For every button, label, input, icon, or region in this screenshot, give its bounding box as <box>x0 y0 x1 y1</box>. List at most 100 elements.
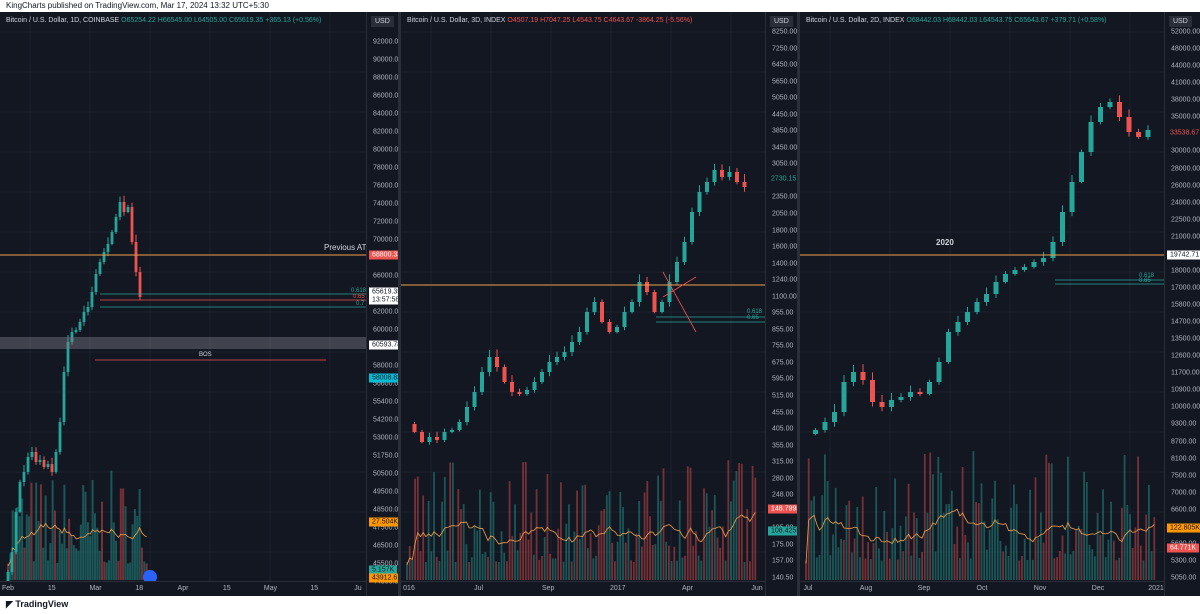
volume-bar <box>983 521 986 580</box>
panel-divider[interactable] <box>797 12 800 596</box>
volume-bar <box>1050 463 1053 580</box>
volume-bar <box>807 458 810 580</box>
volume-bar <box>840 539 842 580</box>
price-tick: 52000.00 <box>1171 28 1200 36</box>
candle-body <box>870 380 875 402</box>
price-tick: 248.00 <box>772 491 794 499</box>
candle-body <box>562 352 567 357</box>
candle-body <box>637 282 642 302</box>
price-tick: 157.00 <box>772 557 794 565</box>
volume-bar <box>611 542 614 580</box>
volume-bar <box>452 462 454 580</box>
price-tick: 78000.00 <box>373 164 398 172</box>
volume-bar <box>124 506 127 580</box>
low-value: L4543.75 <box>572 17 602 24</box>
volume-bar <box>727 460 730 580</box>
volume-bar <box>910 555 913 580</box>
volume-bar <box>65 548 68 580</box>
currency-label[interactable]: USD <box>770 16 793 27</box>
volume-bar <box>630 560 632 580</box>
volume-bar <box>1083 471 1085 580</box>
price-tick: 4450.00 <box>772 111 797 119</box>
time-axis[interactable]: 016 Jul Sep 2017 Apr Jun <box>401 581 765 596</box>
candle-body <box>652 292 657 312</box>
volume-bar <box>961 466 964 580</box>
candle-body <box>510 382 514 392</box>
volume-bar <box>446 550 449 580</box>
volume-bar <box>716 537 719 580</box>
volume-bar <box>35 482 38 580</box>
volume-bar <box>460 509 462 580</box>
volume-bar <box>923 453 926 580</box>
candle-body <box>502 367 507 382</box>
volume-bar <box>1131 547 1134 580</box>
candle-body <box>1098 107 1103 122</box>
volume-bar <box>1145 514 1148 580</box>
candle-body <box>965 312 970 322</box>
candle-body <box>74 330 78 332</box>
price-tick: 6450.00 <box>772 61 797 69</box>
price-tick: 14700.00 <box>1171 318 1200 326</box>
candle-body <box>46 464 50 467</box>
price-tick: 175.00 <box>772 541 794 549</box>
price-tick: 455.00 <box>772 409 794 417</box>
price-axis[interactable]: USD 92000.00 90000.00 88000.00 86000.00 8400… <box>366 12 398 596</box>
volume-bar <box>643 492 646 580</box>
logo-icon: ◤ <box>6 599 16 609</box>
price-axis[interactable]: USD 8250.00 7250.00 6450.00 5650.00 5050.00 4… <box>765 12 797 596</box>
price-tick: 1400.00 <box>772 260 797 268</box>
volume-bar <box>603 509 605 580</box>
time-tick: Mar <box>89 585 102 592</box>
volume-bar <box>468 561 470 580</box>
volume-bar <box>829 555 832 580</box>
volume-bar <box>506 561 508 580</box>
candle-body <box>472 392 477 407</box>
price-tick: 28000.00 <box>1171 165 1200 172</box>
volume-bar <box>470 557 473 580</box>
trend-line <box>662 276 697 298</box>
panel-divider[interactable] <box>398 12 401 596</box>
price-plot-2d[interactable] <box>800 12 1164 582</box>
volume-bar <box>565 523 568 580</box>
volume-bar <box>996 519 999 580</box>
volume-bar <box>657 475 659 580</box>
currency-label[interactable]: USD <box>371 16 394 27</box>
time-axis[interactable]: Feb 15 Mar 18 Apr 15 May 15 Ju <box>0 581 366 596</box>
price-plot-1d[interactable] <box>0 12 366 582</box>
volume-bar <box>732 480 735 580</box>
candle-body <box>118 202 122 217</box>
candle-body <box>908 392 913 397</box>
volume-bar <box>891 528 894 580</box>
price-plot-3d[interactable] <box>401 12 765 582</box>
volume-bar <box>438 560 441 580</box>
volume-bar <box>557 528 560 580</box>
chart-panel-3d[interactable]: Bitcoin / U.S. Dollar, 3D, INDEX O4507.1… <box>401 12 797 596</box>
volume-bar <box>934 551 937 580</box>
candle-body <box>427 437 432 442</box>
volume-bar <box>646 480 649 580</box>
price-axis[interactable]: USD 52000.00 48000.00 44000.00 41000.00 3800… <box>1164 12 1200 596</box>
volume-bar <box>1115 560 1118 580</box>
volume-bar <box>605 495 608 580</box>
volume-bar <box>948 503 950 580</box>
symbol-title: Bitcoin / U.S. Dollar, 3D, INDEX <box>407 17 506 24</box>
volume-bar <box>549 553 551 580</box>
volume-bar <box>942 512 945 580</box>
volume-bar <box>994 480 996 580</box>
price-tick: 315.00 <box>772 458 794 466</box>
currency-label[interactable]: USD <box>1169 16 1192 27</box>
candle-body <box>495 357 499 367</box>
candle-body <box>879 402 885 407</box>
chart-panel-1d[interactable]: Bitcoin / U.S. Dollar, 1D, COINBASE O652… <box>0 12 398 596</box>
candle-body <box>577 332 582 342</box>
candle-body <box>1088 122 1094 152</box>
volume-bar <box>457 489 460 580</box>
volume-bar <box>1142 560 1145 580</box>
volume-bar <box>722 526 724 580</box>
price-tick: 755.00 <box>772 342 794 350</box>
time-axis[interactable]: Jul Aug Sep Oct Nov Dec 2021 <box>800 581 1164 596</box>
chart-panel-2d[interactable]: Bitcoin / U.S. Dollar, 2D, INDEX O68442.… <box>800 12 1200 596</box>
volume-bar <box>975 502 977 580</box>
legend-header: Bitcoin / U.S. Dollar, 1D, COINBASE O652… <box>6 17 321 24</box>
price-tick: 53000.00 <box>373 434 398 442</box>
